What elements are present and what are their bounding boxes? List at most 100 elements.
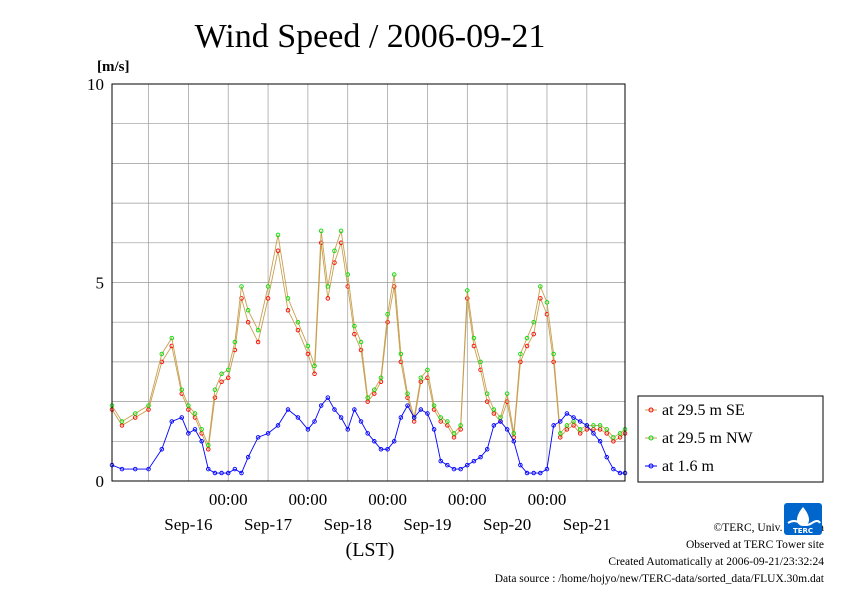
source-text: Data source : /home/hojyo/new/TERC-data/…: [494, 573, 824, 585]
data-point: [411, 415, 417, 420]
data-point: [518, 462, 523, 468]
data-point: [219, 379, 224, 385]
data-point: [571, 415, 576, 420]
x-time-tick-label: 00:00: [209, 490, 248, 509]
data-point: [484, 446, 490, 452]
data-point: [524, 470, 530, 476]
data-point: [504, 391, 510, 396]
legend-label: at 29.5 m NW: [662, 430, 754, 447]
data-point: [232, 339, 238, 345]
series-0: [109, 240, 628, 452]
y-tick-label: 0: [96, 472, 105, 491]
data-point: [345, 272, 350, 277]
x-date-label: Sep-18: [324, 515, 372, 534]
data-point: [577, 419, 583, 424]
data-point: [119, 419, 125, 424]
data-point: [385, 319, 390, 325]
data-point: [378, 446, 384, 452]
data-point: [438, 415, 443, 420]
data-point: [146, 466, 151, 472]
legend-swatch-marker: [648, 407, 654, 413]
data-point: [239, 470, 244, 476]
data-point: [179, 387, 184, 392]
data-point: [325, 296, 331, 301]
data-point: [491, 407, 497, 412]
data-point: [232, 466, 238, 472]
data-point: [524, 343, 530, 349]
data-point: [591, 431, 596, 436]
data-point: [318, 228, 324, 234]
legend-swatch-marker: [648, 463, 654, 469]
data-point: [504, 427, 510, 432]
series-layer: [109, 228, 628, 476]
x-date-label: Sep-20: [483, 515, 531, 534]
data-point: [265, 431, 271, 436]
data-point: [398, 415, 404, 420]
data-point: [445, 462, 450, 468]
data-point: [192, 411, 198, 416]
data-point: [498, 419, 503, 424]
data-point: [518, 359, 523, 365]
data-point: [491, 423, 497, 428]
data-point: [538, 284, 543, 289]
data-point: [431, 403, 437, 408]
data-point: [285, 407, 291, 412]
data-point: [538, 470, 543, 476]
legend-frame: [637, 395, 824, 483]
series-line: [111, 230, 626, 448]
data-point: [239, 284, 244, 289]
data-point: [431, 427, 437, 432]
legend-swatch-marker: [648, 435, 654, 441]
data-point: [305, 427, 311, 432]
data-point: [245, 319, 251, 325]
data-point: [295, 319, 301, 325]
data-point: [146, 403, 151, 408]
data-point: [186, 403, 191, 408]
grid-lines: [112, 84, 625, 481]
data-point: [275, 248, 281, 253]
created-text: Created Automatically at 2006-09-21/23:3…: [608, 556, 824, 568]
data-point: [186, 431, 191, 436]
data-point: [611, 435, 616, 440]
data-point: [255, 339, 261, 345]
data-point: [159, 351, 165, 357]
legend-label: at 29.5 m SE: [662, 402, 745, 419]
data-point: [465, 288, 470, 293]
data-point: [132, 466, 138, 472]
data-point: [511, 439, 517, 444]
y-tick-label: 5: [96, 274, 105, 293]
data-point: [391, 439, 397, 444]
terc-logo: TERC: [784, 503, 822, 535]
legend-label: at 1.6 m: [662, 458, 715, 475]
data-point: [358, 339, 364, 345]
data-point: [378, 375, 384, 381]
data-point: [551, 359, 556, 365]
x-date-label: Sep-21: [563, 515, 611, 534]
data-point: [275, 423, 281, 428]
data-point: [451, 466, 457, 472]
data-point: [471, 458, 477, 464]
data-point: [345, 427, 350, 432]
series-1: [109, 228, 628, 448]
data-point: [225, 375, 231, 381]
water-drop-icon: [797, 507, 809, 526]
data-point: [206, 443, 211, 448]
data-point: [265, 296, 271, 301]
data-point: [617, 431, 623, 436]
data-point: [352, 331, 357, 337]
data-point: [518, 351, 523, 357]
data-point: [558, 431, 563, 436]
data-point: [295, 327, 301, 333]
data-point: [212, 470, 218, 476]
data-point: [305, 351, 311, 357]
data-point: [245, 308, 251, 313]
data-point: [551, 423, 556, 428]
data-point: [398, 351, 404, 357]
data-point: [225, 367, 231, 373]
data-point: [418, 407, 424, 412]
data-point: [458, 423, 463, 428]
data-point: [531, 319, 536, 325]
data-point: [212, 395, 218, 400]
y-tick-label: 10: [87, 75, 104, 94]
